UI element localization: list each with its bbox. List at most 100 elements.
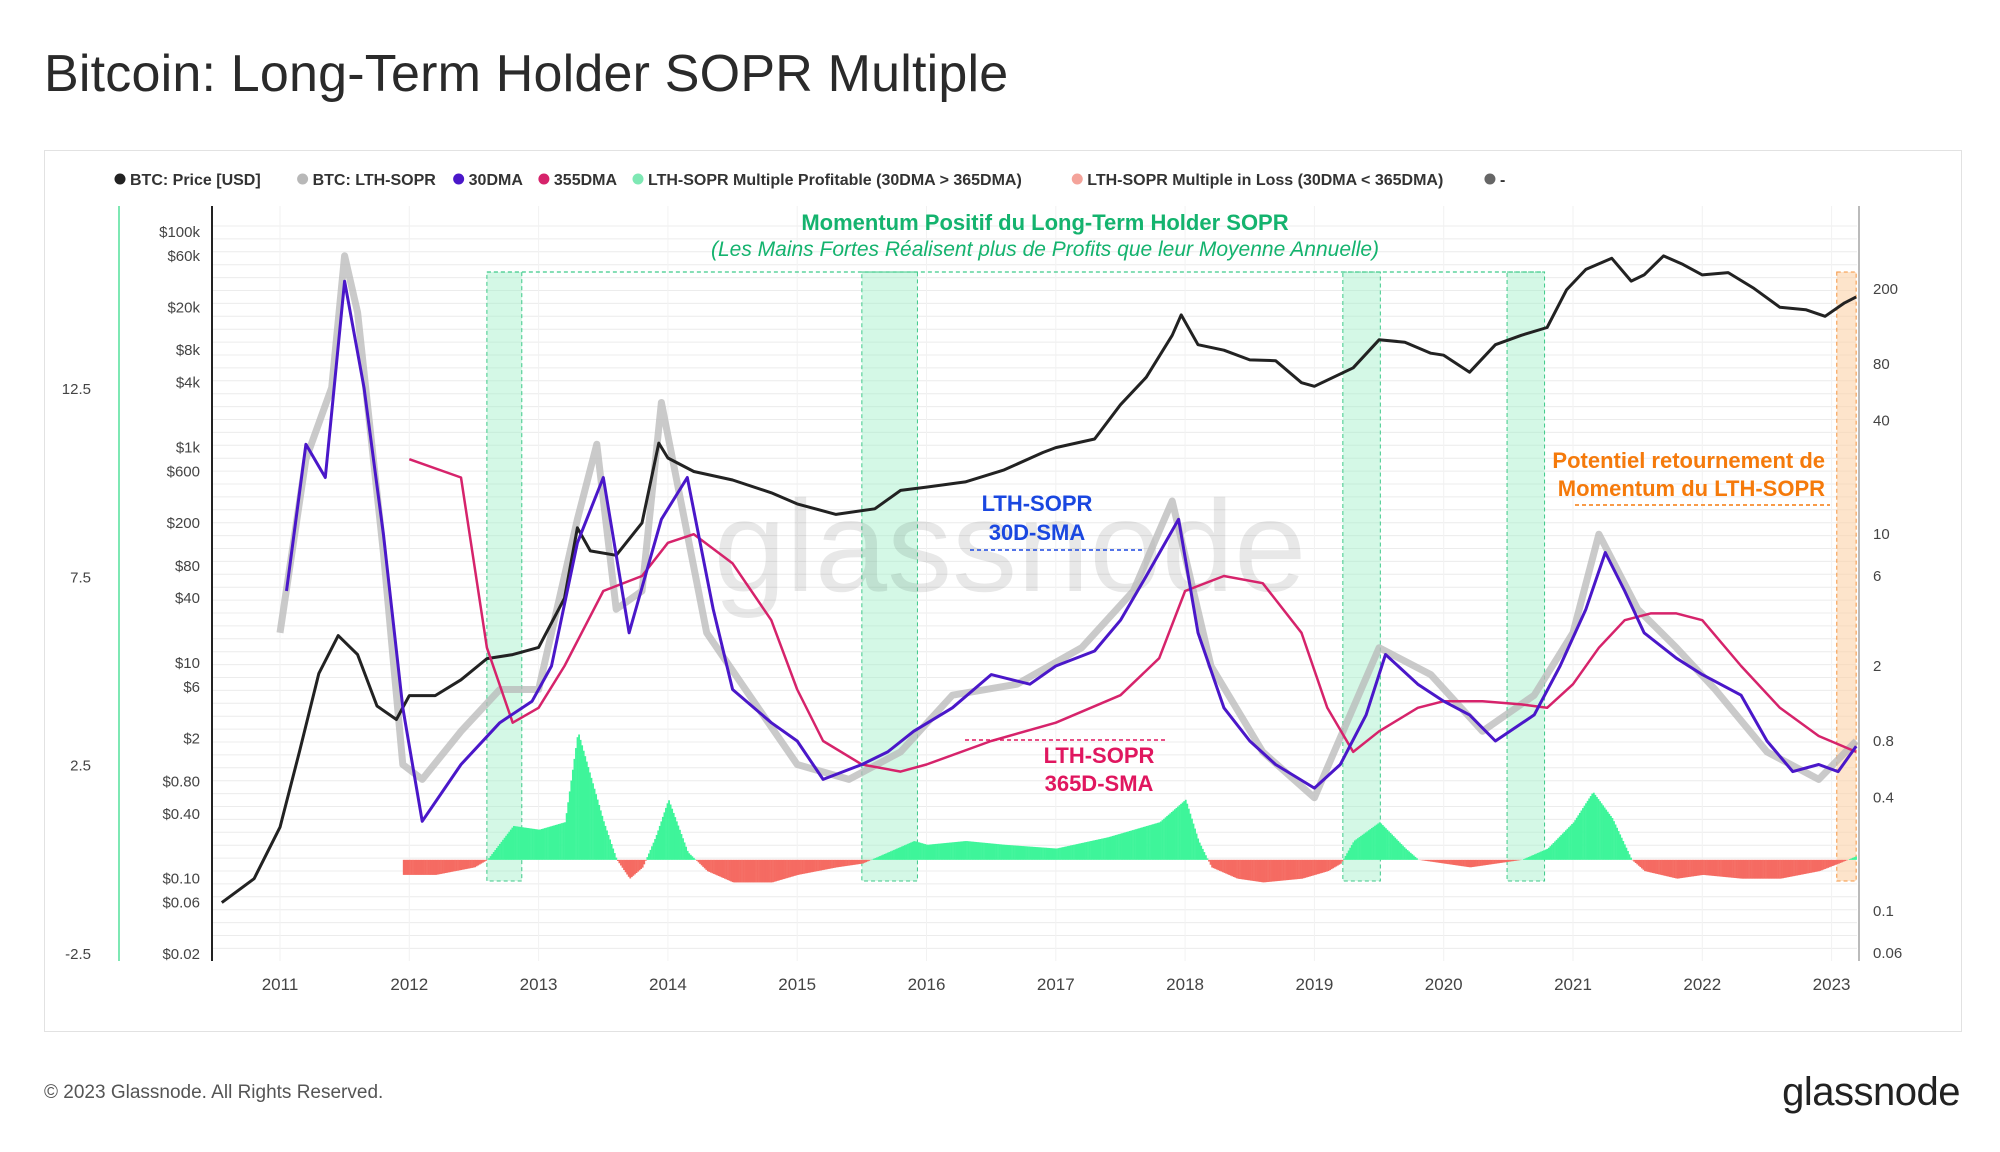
legend: BTC: Price [USD] BTC: LTH-SOPR 30DMA 355DMA… [114, 172, 1505, 189]
multiple-bar-loss [1802, 859, 1805, 875]
multiple-bar-loss [849, 859, 852, 866]
multiple-bar-loss [703, 859, 706, 869]
legend-swatch-6 [1071, 173, 1083, 185]
multiple-bar-profit [495, 847, 498, 860]
multiple-bar-loss [454, 859, 456, 872]
multiple-bar-loss [1830, 859, 1833, 867]
multiple-bar-loss [1686, 859, 1688, 878]
multiple-bar-loss [724, 859, 726, 879]
multiple-bar-profit [489, 856, 492, 860]
multiple-bar-profit [1416, 858, 1418, 860]
multiple-bar-profit [1378, 822, 1381, 860]
multiple-bar-loss [424, 859, 427, 875]
multiple-bar-profit [519, 826, 522, 860]
multiple-bar-profit [1630, 857, 1632, 860]
multiple-bar-loss [793, 859, 796, 876]
tick-labels: 2011 2012 2013 2014 2015 2016 2017 2018 2019 2020… [62, 224, 1902, 994]
multiple-bar-profit [1161, 820, 1164, 860]
multiple-bar-profit [1603, 807, 1606, 860]
price-tick-label: $0.80 [162, 773, 200, 790]
multiple-bar-loss [1338, 859, 1341, 865]
multiple-bar-loss [409, 859, 411, 875]
multiple-bar-profit [548, 826, 551, 860]
multiple-bar-profit [1062, 847, 1065, 860]
multiple-bar-profit [1552, 842, 1555, 860]
multiple-bar-profit [1628, 854, 1631, 860]
multiple-bar-loss [1223, 859, 1226, 873]
multiple-bar-loss [803, 859, 805, 874]
multiple-bar-loss [1757, 859, 1760, 879]
multiple-bar-loss [1260, 859, 1263, 883]
multiple-bar-loss [1771, 859, 1774, 879]
multiple-bar-loss [1833, 859, 1836, 866]
multiple-bar-loss [795, 859, 798, 876]
multiple-bar-loss [1732, 859, 1735, 878]
multiple-bar-loss [1474, 859, 1477, 867]
multiple-bar-profit [540, 829, 543, 860]
multiple-bar-profit [1529, 856, 1532, 860]
reversal-band [1836, 271, 1857, 882]
multiple-bar-loss [1513, 859, 1516, 861]
multiple-bar-loss [1459, 859, 1462, 866]
multiple-bar-loss [430, 859, 433, 875]
multiple-bar-loss [761, 859, 764, 883]
multiple-bar-profit [1130, 830, 1133, 860]
multiple-bar-loss [1831, 859, 1834, 867]
multiple-bar-loss [1316, 859, 1319, 875]
multiple-bar-profit [1197, 838, 1200, 860]
multiple-bar-profit [945, 842, 948, 860]
multiple-bar-loss [706, 859, 709, 872]
multiple-bar-profit [1004, 844, 1007, 860]
multiple-bar-profit [993, 843, 996, 860]
multiple-bar-loss [1807, 859, 1809, 874]
multiple-bar-loss [1507, 859, 1510, 862]
footer-logo: glassnode [1782, 1070, 1960, 1114]
multiple-bar-profit [657, 830, 660, 860]
legend-label-: - [1500, 172, 1505, 189]
multiple-bar-loss [1668, 859, 1671, 877]
multiple-bar-profit [1038, 847, 1041, 860]
multiple-bar-loss [1461, 859, 1463, 867]
multiple-bar-profit [1350, 845, 1353, 860]
multiple-bar-profit [1087, 841, 1089, 860]
multiple-bar-loss [1336, 859, 1339, 866]
multiple-bar-loss [1782, 859, 1785, 879]
multiple-bar-profit [685, 846, 688, 860]
multiple-bar-loss [1262, 859, 1265, 883]
multiple-bar-loss [770, 859, 773, 883]
multiple-bar-loss [1229, 859, 1232, 876]
multiple-bar-profit [1099, 838, 1102, 860]
multiple-bar-loss [1330, 859, 1333, 870]
multiple-bar-loss [714, 859, 717, 875]
multiple-bar-loss [1687, 859, 1690, 878]
legend-label-lth-sopr-multiple-profitable-30dma-365dma: LTH-SOPR Multiple Profitable (30DMA > 36… [648, 172, 1022, 189]
multiple-bar-loss [1726, 859, 1729, 878]
multiple-bar-profit [970, 841, 973, 860]
multiple-bar-loss [1797, 859, 1800, 876]
multiple-bar-loss [1738, 859, 1741, 879]
multiple-bar-loss [469, 859, 472, 869]
multiple-bar-profit [1608, 813, 1611, 860]
multiple-bar-profit [1616, 827, 1618, 860]
multiple-bar-loss [419, 859, 422, 875]
multiple-bar-loss [1287, 859, 1290, 881]
multiple-bar-loss [747, 859, 750, 883]
multiple-bar-loss [485, 859, 487, 861]
multiple-bar-loss [745, 859, 748, 883]
multiple-bar-loss [1263, 859, 1266, 883]
multiple-bar-profit [1077, 843, 1080, 860]
multiple-bar-loss [1803, 859, 1806, 874]
multiple-bar-loss [1841, 859, 1843, 863]
multiple-bar-profit [1537, 852, 1539, 860]
multiple-bar-profit [505, 835, 508, 860]
multiple-bar-profit [1625, 847, 1628, 860]
multiple-bar-profit [1355, 839, 1358, 860]
multiple-bar-loss [800, 859, 802, 875]
multiple-bar-profit [936, 843, 939, 860]
multiple-bar-profit [581, 745, 584, 860]
sopr-tick-label: 2 [1873, 658, 1881, 675]
multiple-bar-profit [1026, 846, 1029, 860]
multiple-bar-profit [1591, 793, 1594, 860]
multiple-bar-loss [1285, 859, 1288, 881]
sopr-tick-label: 0.06 [1873, 945, 1902, 962]
